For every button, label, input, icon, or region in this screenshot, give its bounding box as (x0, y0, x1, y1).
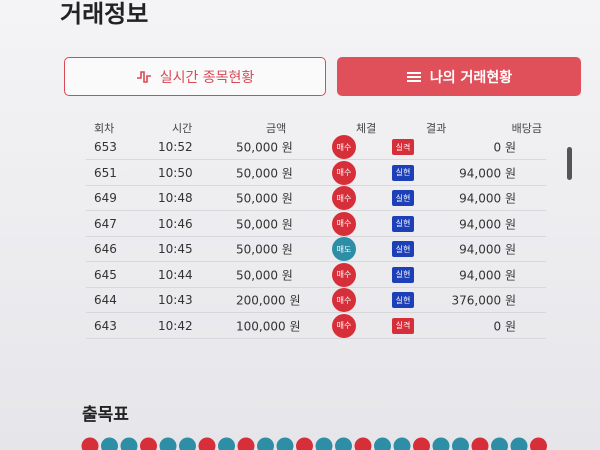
result: 실현 (392, 266, 414, 283)
table-row: 644 10:43 200,000 원 매수 실현 376,000 원 (86, 288, 546, 313)
dot (198, 437, 216, 450)
dot (491, 437, 508, 450)
section-title: 출목표 (82, 405, 129, 425)
dot (81, 437, 99, 450)
trade-type: 매수 (332, 135, 356, 159)
time: 10:48 (158, 191, 193, 205)
dot (530, 437, 547, 450)
column-header: 회차 (94, 121, 115, 135)
time: 10:43 (158, 293, 193, 307)
time: 10:44 (158, 267, 193, 282)
round: 649 (94, 191, 117, 205)
dot (120, 437, 138, 450)
dot (218, 437, 235, 450)
column-header: 배당금 (511, 121, 542, 135)
table-header: 회차 시간 금액 체결 결과 배당금 (86, 115, 546, 140)
round: 643 (94, 318, 117, 333)
amount: 50,000 원 (236, 242, 293, 257)
dot (432, 437, 450, 450)
dot (374, 437, 391, 450)
payout: 94,000 원 (459, 268, 516, 282)
column-header: 시간 (172, 121, 193, 135)
tab-label: 나의 거래현황 (429, 69, 513, 86)
result: 실현 (392, 241, 414, 257)
payout: 0 원 (493, 140, 517, 155)
dot (315, 437, 333, 450)
amount: 50,000 원 (236, 191, 293, 206)
dot (335, 437, 352, 450)
dot (413, 437, 430, 450)
payout: 94,000 원 (459, 217, 516, 231)
round: 646 (94, 242, 117, 256)
time: 10:45 (158, 242, 193, 256)
column-header: 체결 (356, 121, 377, 135)
amount: 50,000 원 (236, 140, 293, 155)
time: 10:50 (158, 165, 193, 180)
round: 651 (94, 165, 117, 180)
table-row: 646 10:45 50,000 원 매도 실현 94,000 원 (86, 237, 546, 262)
result: 실격 (392, 139, 414, 155)
round: 647 (94, 216, 117, 231)
trade-type: 매수 (332, 186, 356, 210)
amount: 50,000 원 (236, 166, 293, 180)
table-row: 651 10:50 50,000 원 매수 실현 94,000 원 (86, 160, 546, 186)
table-row: 647 10:46 50,000 원 매수 실현 94,000 원 (86, 211, 546, 237)
scrollbar[interactable] (567, 147, 572, 180)
dot (452, 437, 469, 450)
dot (257, 437, 274, 450)
round: 645 (94, 267, 117, 282)
dot (510, 437, 528, 450)
time: 10:52 (158, 140, 193, 154)
dot (237, 437, 255, 450)
amount: 50,000 원 (236, 268, 293, 282)
tab-icon (136, 70, 151, 83)
amount: 50,000 원 (236, 217, 293, 231)
round: 653 (94, 140, 117, 154)
dot (354, 437, 372, 450)
dot (101, 437, 118, 450)
payout: 94,000 원 (459, 166, 516, 180)
dot (471, 437, 489, 450)
payout: 0 원 (493, 319, 517, 333)
trade-type: 매수 (332, 160, 356, 185)
trade-type: 매수 (332, 262, 356, 287)
table-row: 643 10:42 100,000 원 매수 실격 0 원 (86, 313, 546, 339)
result: 실현 (392, 190, 414, 206)
dot (179, 437, 196, 450)
payout: 94,000 원 (459, 191, 516, 206)
dot (140, 437, 157, 450)
trade-table: 회차 시간 금액 체결 결과 배당금 653 10:52 50,000 원 매수 실격 0… (86, 115, 546, 340)
page-title: 거래정보 (60, 0, 149, 28)
table-row: 645 10:44 50,000 원 매수 실현 94,000 원 (86, 262, 546, 288)
time: 10:46 (158, 216, 193, 231)
dot (393, 437, 411, 450)
result-dots (81, 437, 547, 450)
payout: 376,000 원 (451, 293, 516, 308)
amount: 100,000 원 (236, 319, 301, 333)
tab-label: 실시간 종목현황 (159, 69, 255, 86)
payout: 94,000 원 (459, 242, 516, 257)
result: 실현 (392, 164, 414, 181)
column-header: 결과 (426, 121, 447, 135)
tab-my-trades[interactable]: 나의 거래현황 (337, 57, 581, 96)
column-header: 금액 (266, 121, 287, 135)
trade-type: 매수 (332, 313, 356, 338)
result: 실현 (392, 215, 414, 232)
result: 실현 (392, 292, 414, 308)
tab-realtime[interactable]: 실시간 종목현황 (64, 57, 326, 96)
dot (296, 437, 313, 450)
table-row: 649 10:48 50,000 원 매수 실현 94,000 원 (86, 186, 546, 211)
result: 실격 (392, 317, 414, 334)
trade-type: 매도 (332, 237, 356, 261)
dot (159, 437, 177, 450)
round: 644 (94, 293, 117, 307)
tab-icon (406, 71, 421, 82)
amount: 200,000 원 (236, 293, 301, 308)
trade-type: 매수 (332, 211, 356, 236)
dot (276, 437, 294, 450)
time: 10:42 (158, 318, 193, 333)
trade-type: 매수 (332, 288, 356, 312)
table-row: 653 10:52 50,000 원 매수 실격 0 원 (86, 135, 546, 160)
